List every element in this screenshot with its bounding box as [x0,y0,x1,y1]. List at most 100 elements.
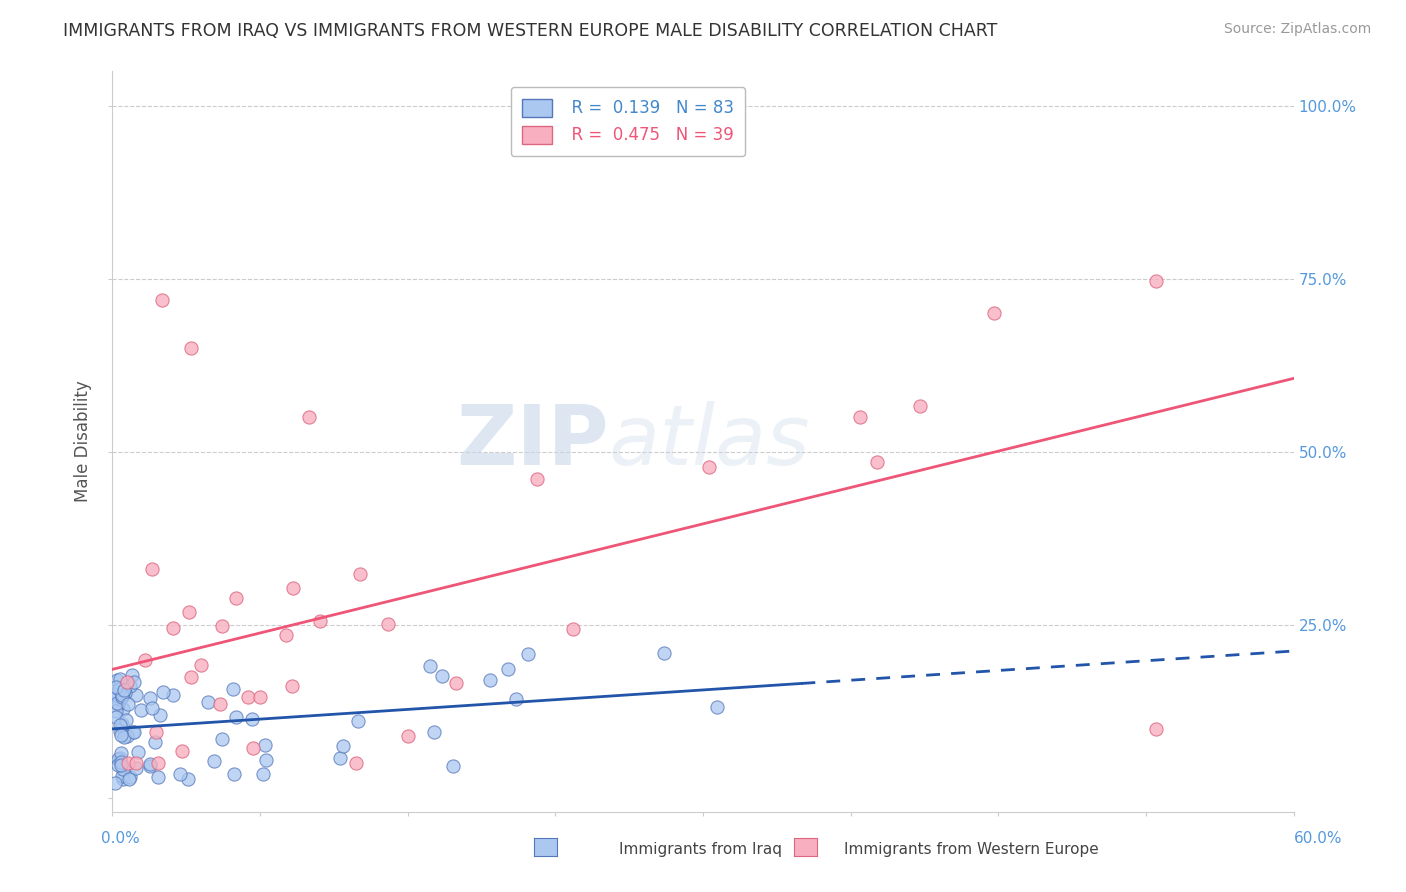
Point [112,772,135,786]
Point [249,690,271,704]
Point [202,754,225,768]
Point [236,690,259,704]
Point [329,751,352,765]
Point [124,761,146,775]
Point [274,628,297,642]
Point [208,697,231,711]
Point [517,647,540,661]
Point [149,708,172,723]
Point [120,679,142,693]
Point [111,689,134,703]
Point [347,714,370,729]
Point [190,657,212,672]
Point [240,712,263,726]
Point [115,674,138,689]
Point [111,769,134,783]
Point [432,669,454,683]
Point [150,293,173,307]
Point [105,704,128,718]
Point [252,767,274,781]
Point [177,605,200,619]
Point [496,662,519,676]
Point [866,455,889,469]
Point [108,724,131,739]
Point [115,713,138,727]
Point [121,725,143,739]
Point [849,410,872,425]
Point [281,679,304,693]
Text: Immigrants from Iraq: Immigrants from Iraq [619,842,782,856]
Text: ZIP: ZIP [456,401,609,482]
Point [122,675,145,690]
Point [211,619,233,633]
Point [419,659,441,673]
Point [118,772,141,787]
Point [177,772,200,787]
Point [112,682,135,697]
Point [114,685,136,699]
Point [104,776,127,790]
Point [129,703,152,717]
Point [169,766,191,780]
Point [180,341,202,355]
Point [146,770,169,784]
Point [197,695,219,709]
Point [103,689,125,703]
Point [103,691,125,706]
Point [441,759,464,773]
Point [112,730,135,744]
Point [526,472,548,486]
Point [170,744,193,758]
Point [652,646,675,660]
Text: atlas: atlas [609,401,810,482]
Point [103,689,125,703]
Point [141,562,163,576]
Point [180,669,202,683]
Point [110,758,132,772]
Point [111,763,134,777]
Point [298,410,321,425]
Point [332,739,354,753]
Point [110,746,132,760]
Point [139,756,162,771]
Point [697,459,720,474]
Text: 60.0%: 60.0% [1295,831,1343,846]
Point [253,739,276,753]
Point [281,581,304,595]
Text: Source: ZipAtlas.com: Source: ZipAtlas.com [1223,22,1371,37]
Point [112,702,135,716]
Point [111,690,134,704]
Point [127,745,149,759]
Point [152,685,174,699]
Point [107,752,129,766]
Point [117,697,139,711]
Legend:   R =  0.139   N = 83,   R =  0.475   N = 39: R = 0.139 N = 83, R = 0.475 N = 39 [510,87,745,156]
Point [108,681,131,696]
Point [107,673,129,687]
Point [111,716,134,731]
Point [108,673,131,687]
Point [225,591,247,605]
Point [423,724,446,739]
Y-axis label: Male Disability: Male Disability [75,381,93,502]
Point [344,756,367,771]
Point [143,735,166,749]
Point [561,623,583,637]
Point [1144,274,1167,288]
Text: 0.0%: 0.0% [101,831,141,846]
Point [221,681,243,696]
Point [222,767,245,781]
Point [125,688,148,702]
Text: Immigrants from Western Europe: Immigrants from Western Europe [844,842,1098,856]
Point [254,753,277,767]
Point [110,719,132,733]
Point [103,687,125,701]
Point [162,688,184,702]
Point [139,691,162,706]
Point [908,399,931,413]
Point [139,759,162,773]
Point [377,617,399,632]
Point [211,731,233,746]
Point [114,678,136,692]
Point [983,306,1005,320]
